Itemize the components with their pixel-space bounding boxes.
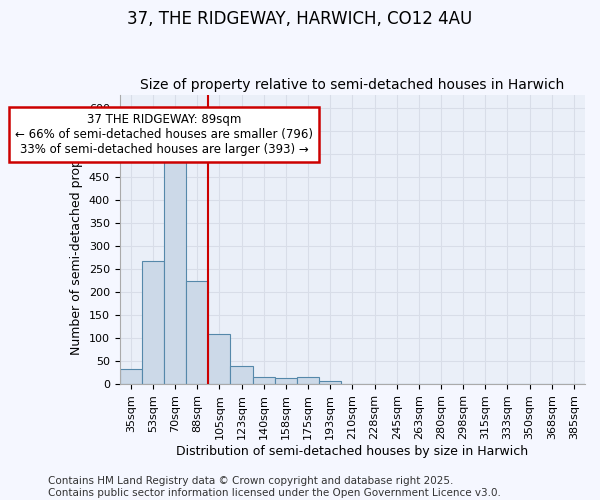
Bar bbox=[297, 377, 319, 384]
Bar bbox=[208, 334, 230, 384]
Text: 37, THE RIDGEWAY, HARWICH, CO12 4AU: 37, THE RIDGEWAY, HARWICH, CO12 4AU bbox=[127, 10, 473, 28]
Text: Contains HM Land Registry data © Crown copyright and database right 2025.
Contai: Contains HM Land Registry data © Crown c… bbox=[48, 476, 501, 498]
Bar bbox=[120, 369, 142, 384]
Y-axis label: Number of semi-detached properties: Number of semi-detached properties bbox=[70, 124, 83, 355]
Text: 37 THE RIDGEWAY: 89sqm
← 66% of semi-detached houses are smaller (796)
33% of se: 37 THE RIDGEWAY: 89sqm ← 66% of semi-det… bbox=[15, 113, 313, 156]
Bar bbox=[142, 261, 164, 384]
Bar bbox=[230, 366, 253, 384]
X-axis label: Distribution of semi-detached houses by size in Harwich: Distribution of semi-detached houses by … bbox=[176, 444, 529, 458]
Title: Size of property relative to semi-detached houses in Harwich: Size of property relative to semi-detach… bbox=[140, 78, 565, 92]
Bar bbox=[275, 378, 297, 384]
Bar bbox=[319, 382, 341, 384]
Bar bbox=[164, 158, 186, 384]
Bar bbox=[186, 281, 208, 384]
Bar bbox=[253, 377, 275, 384]
